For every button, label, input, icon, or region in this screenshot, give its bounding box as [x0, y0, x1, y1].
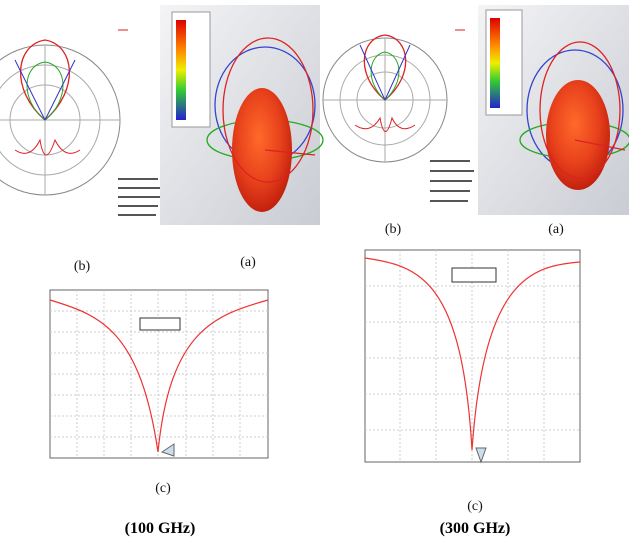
panel-label: (b): [385, 222, 402, 237]
info-block: [430, 160, 474, 202]
pattern-3d: [160, 5, 324, 225]
panel-label: (c): [155, 481, 171, 496]
panel-label: (a): [240, 255, 256, 270]
polar-plot: [0, 39, 121, 196]
polar-plot: [322, 34, 448, 163]
panel-label: (a): [548, 222, 564, 237]
panel-label: (c): [467, 499, 483, 514]
caption: (300 GHz): [440, 520, 511, 537]
s-parameter-plot: [364, 249, 581, 464]
panel-label: (b): [74, 259, 91, 274]
pattern-3d: [478, 5, 629, 215]
info-block: [118, 178, 162, 216]
s-parameter-plot: [49, 289, 269, 459]
caption: (100 GHz): [125, 520, 196, 537]
